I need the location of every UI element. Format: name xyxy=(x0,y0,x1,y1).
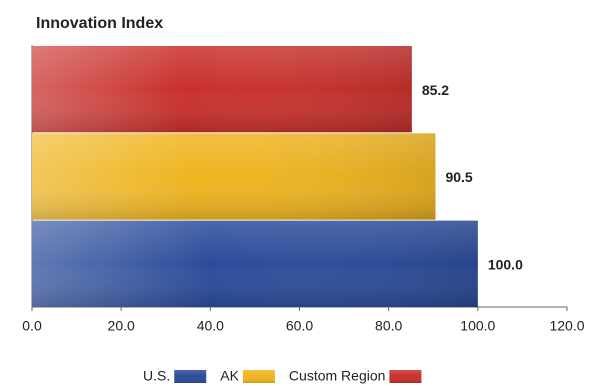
legend-label: AK xyxy=(220,368,239,384)
x-tick-label: 80.0 xyxy=(375,318,402,334)
chart-title: Innovation Index xyxy=(36,15,163,32)
value-label: 85.2 xyxy=(422,82,449,98)
bar-shade xyxy=(32,46,412,133)
x-tick-label: 0.0 xyxy=(22,318,42,334)
legend-swatch-shine xyxy=(242,370,275,383)
x-tick-label: 40.0 xyxy=(197,318,224,334)
legend-swatch-shine xyxy=(389,370,422,383)
x-tick-label: 20.0 xyxy=(108,318,135,334)
x-tick-label: 120.0 xyxy=(549,318,584,334)
value-label: 100.0 xyxy=(488,257,523,273)
x-tick-label: 100.0 xyxy=(460,318,495,334)
legend-swatch-shine xyxy=(174,370,207,383)
x-tick-label: 60.0 xyxy=(286,318,313,334)
bar-shade xyxy=(32,220,478,307)
legend-label: Custom Region xyxy=(289,368,386,384)
value-label: 90.5 xyxy=(445,169,472,185)
legend-label: U.S. xyxy=(143,368,170,384)
bar-shade xyxy=(32,133,436,220)
